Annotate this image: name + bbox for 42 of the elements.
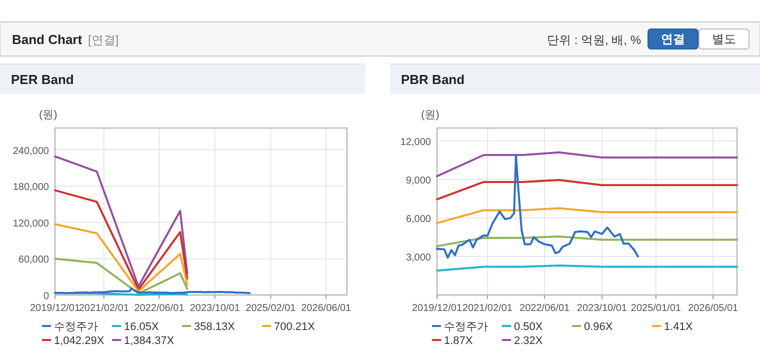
y-axis-title: (원): [39, 109, 58, 121]
x-tick-label: 2021/02/01: [78, 303, 130, 314]
legend-label: 0.50X: [514, 321, 544, 333]
x-tick-label: 2022/06/01: [134, 303, 185, 314]
y-tick-label: 6,000: [406, 214, 432, 225]
chart-title: PBR Band: [401, 72, 465, 87]
legend-label: 0.96X: [584, 321, 614, 333]
legend-label: 수정주가: [444, 321, 488, 333]
legend-label: 1,042.29X: [54, 335, 105, 347]
x-tick-label: 2019/12/01: [412, 303, 462, 314]
x-tick-label: 2026/05/01: [688, 303, 739, 314]
text: Band Chart: [12, 32, 83, 47]
text: 연결: [661, 32, 685, 46]
x-tick-label: 2022/06/01: [520, 303, 570, 314]
x-tick-label: 2023/10/01: [576, 303, 628, 314]
x-tick-label: 2021/02/01: [462, 303, 513, 314]
legend-label: 700.21X: [274, 321, 316, 333]
legend-label: 16.05X: [124, 321, 160, 333]
text: 단위 : 억원, 배, %: [546, 33, 642, 47]
y-tick-label: 240,000: [12, 146, 50, 157]
y-tick-label: 60,000: [18, 254, 50, 266]
y-axis-title: (원): [421, 109, 440, 121]
x-tick-label: 2025/02/01: [246, 303, 296, 314]
x-tick-label: 2025/01/01: [630, 303, 682, 314]
text: 별도: [712, 32, 736, 46]
legend-label: 358.13X: [194, 321, 236, 333]
legend-label: 수정주가: [54, 321, 98, 333]
chart-title: PER Band: [11, 72, 74, 87]
y-tick-label: 3,000: [406, 252, 432, 264]
y-tick-label: 12,000: [400, 136, 432, 148]
text: [연결]: [88, 33, 119, 47]
legend-label: 1.87X: [444, 335, 474, 347]
y-tick-label: 120,000: [12, 218, 50, 230]
y-tick-label: 0: [43, 291, 50, 302]
x-tick-label: 2023/10/01: [190, 303, 240, 314]
x-tick-label: 2019/12/01: [30, 303, 80, 314]
legend-label: 2.32X: [514, 335, 544, 347]
y-tick-label: 9,000: [406, 175, 432, 186]
y-tick-label: 180,000: [12, 182, 50, 194]
legend-label: 1.41X: [664, 321, 694, 333]
x-tick-label: 2026/06/01: [301, 303, 352, 314]
legend-label: 1,384.37X: [124, 335, 175, 347]
